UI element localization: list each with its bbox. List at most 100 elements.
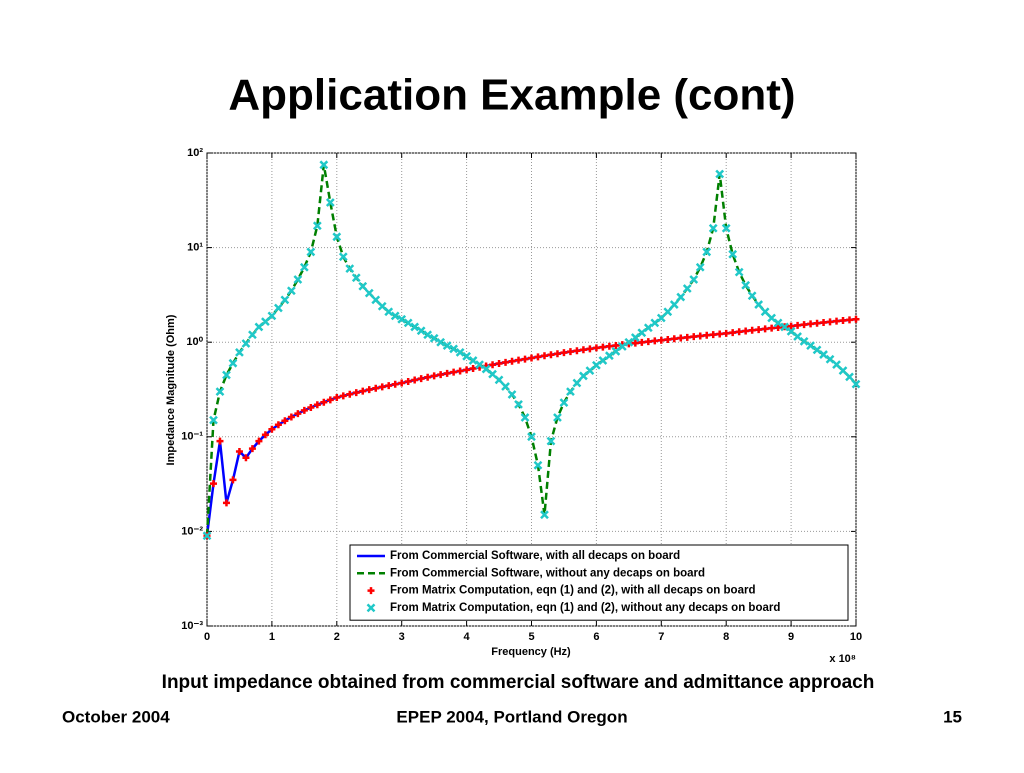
plus-marker — [417, 375, 425, 383]
plus-marker — [839, 316, 847, 324]
plus-marker — [209, 480, 217, 488]
plus-marker — [352, 389, 360, 397]
plus-marker — [255, 437, 263, 445]
y-tick-label: 10⁻¹ — [181, 431, 203, 443]
plus-marker — [664, 335, 672, 343]
plus-marker — [229, 476, 237, 484]
plus-marker — [742, 327, 750, 335]
plus-marker — [365, 386, 373, 394]
plus-marker — [651, 337, 659, 345]
cross-marker — [663, 307, 673, 317]
y-tick-label: 10⁻² — [181, 525, 203, 537]
cross-marker — [585, 366, 595, 376]
plus-marker — [450, 368, 458, 376]
plus-marker — [424, 373, 432, 381]
cross-marker — [462, 351, 471, 361]
plus-marker — [631, 339, 639, 347]
cross-marker — [299, 262, 309, 272]
plus-marker — [722, 329, 730, 337]
plus-marker — [605, 342, 613, 350]
cross-marker — [351, 273, 361, 283]
legend-label: From Commercial Software, with all decap… — [390, 550, 680, 562]
x-tick-label: 8 — [723, 631, 729, 643]
plus-marker — [761, 325, 769, 333]
cross-marker — [371, 295, 381, 305]
cross-marker — [689, 275, 699, 284]
plus-marker — [696, 332, 704, 340]
cross-marker — [325, 198, 335, 207]
plus-marker — [248, 445, 256, 453]
cross-marker — [455, 348, 465, 357]
plus-marker — [670, 335, 678, 343]
plus-marker — [235, 447, 243, 455]
y-tick-label: 10² — [187, 147, 203, 159]
legend-label: From Matrix Computation, eqn (1) and (2)… — [390, 585, 755, 597]
plus-marker — [560, 349, 568, 357]
cross-marker — [572, 378, 582, 388]
plus-marker — [787, 322, 795, 330]
plus-marker — [307, 404, 315, 412]
plus-marker — [372, 384, 380, 392]
x-axis-label: Frequency (Hz) — [491, 646, 571, 658]
plus-marker — [333, 394, 341, 402]
x-tick-label: 1 — [269, 631, 275, 643]
plus-marker — [443, 369, 451, 377]
footer-date: October 2004 — [62, 707, 170, 726]
x-tick-label: 2 — [334, 631, 340, 643]
cross-marker — [390, 311, 400, 321]
cross-marker — [656, 313, 666, 323]
cross-marker — [248, 330, 257, 340]
cross-marker — [501, 382, 510, 391]
plus-marker — [573, 347, 581, 355]
plus-marker — [367, 587, 375, 595]
plus-marker — [261, 431, 269, 439]
plus-marker — [268, 425, 276, 433]
y-axis-label: Impedance Magnitude (Ohm) — [165, 314, 177, 465]
cross-marker — [708, 223, 718, 233]
x-tick-label: 7 — [658, 631, 664, 643]
cross-marker — [358, 281, 368, 291]
plus-marker — [800, 321, 808, 329]
cross-marker — [267, 311, 277, 321]
cross-marker — [319, 160, 329, 170]
plus-marker — [540, 352, 548, 360]
cross-marker — [617, 342, 627, 351]
plus-marker — [735, 328, 743, 336]
x-tick-label: 3 — [399, 631, 405, 643]
cross-marker — [384, 307, 394, 317]
cross-marker — [533, 460, 543, 470]
x-tick-label: 4 — [464, 631, 471, 643]
cross-marker — [832, 360, 841, 369]
cross-marker — [494, 375, 504, 385]
cross-marker — [812, 345, 822, 355]
plus-marker — [222, 499, 230, 507]
plus-marker — [807, 320, 815, 328]
plus-marker — [274, 421, 282, 429]
cross-marker — [468, 356, 478, 365]
plus-marker — [463, 366, 471, 374]
cross-marker — [669, 300, 679, 309]
slide-title: Application Example (cont) — [228, 71, 795, 120]
plus-marker — [359, 387, 367, 395]
cross-marker — [520, 413, 530, 422]
cross-marker — [429, 333, 439, 343]
plus-marker — [586, 345, 594, 353]
plus-marker — [521, 355, 529, 363]
cross-marker — [624, 337, 634, 347]
plus-marker — [748, 326, 756, 334]
plus-marker — [755, 326, 763, 334]
x-tick-label: 9 — [788, 631, 794, 643]
cross-marker — [566, 387, 575, 397]
cross-marker — [579, 371, 588, 381]
plus-marker — [612, 341, 620, 349]
plus-marker — [346, 390, 354, 398]
plus-marker — [528, 354, 535, 362]
cross-marker — [721, 223, 731, 233]
cross-marker — [702, 247, 712, 257]
cross-marker — [754, 300, 764, 309]
plus-marker — [534, 353, 542, 361]
plus-marker — [437, 371, 445, 379]
plus-marker — [294, 410, 302, 418]
